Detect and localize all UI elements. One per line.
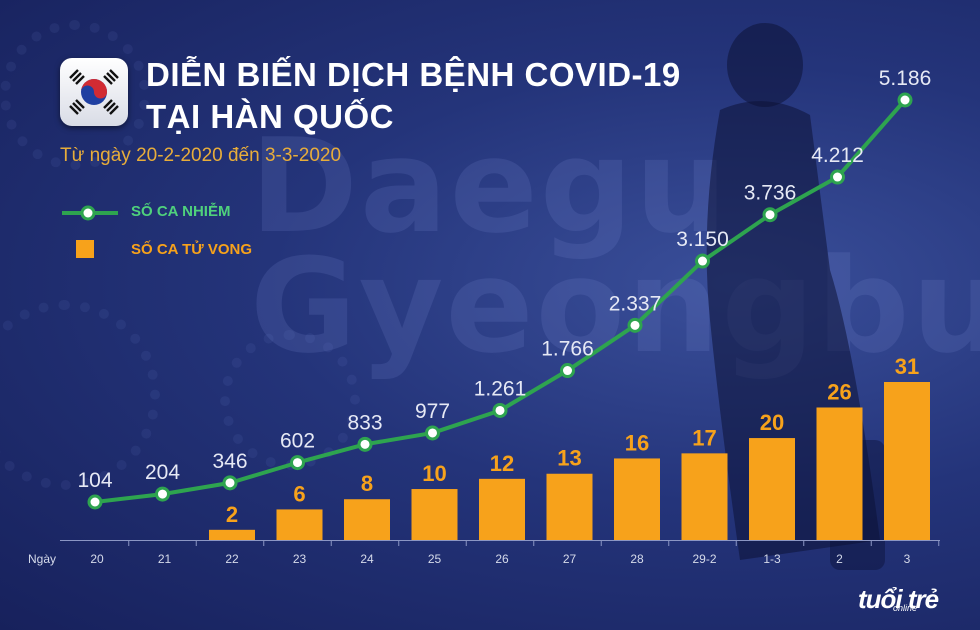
cases-point [290, 455, 305, 471]
brand-logo: tuổi trẻ [858, 584, 939, 614]
x-tick-label: 29-2 [692, 552, 716, 566]
cases-point-label: 3.736 [744, 182, 797, 205]
x-tick-label: 1-3 [763, 552, 781, 566]
x-tick-label: 3 [904, 552, 911, 566]
legend-deaths-label: SỐ CA TỬ VONG [131, 241, 253, 258]
death-bar-label: 16 [625, 430, 649, 455]
cases-point-label: 977 [415, 400, 450, 423]
background-text-daegu: Daegu [250, 110, 730, 262]
death-bar-label: 2 [226, 502, 238, 527]
death-bar-label: 26 [827, 379, 851, 404]
virus-illustration-icon [0, 300, 160, 490]
cases-point-label: 602 [280, 430, 315, 453]
cases-point-label: 346 [212, 450, 247, 473]
cases-point-label: 3.150 [676, 228, 729, 251]
death-bar-label: 8 [361, 471, 373, 496]
x-axis-label: Ngày [28, 552, 56, 566]
death-bar-label: 13 [557, 446, 581, 471]
cases-point-label: 4.212 [811, 144, 864, 167]
legend-line-icon [62, 205, 118, 221]
cases-point-label: 1.261 [474, 377, 527, 400]
x-tick-label: 26 [495, 552, 509, 566]
legend-deaths-swatch [76, 240, 94, 258]
x-tick-label: 21 [158, 552, 172, 566]
death-bar [749, 438, 795, 540]
x-tick-label: 28 [630, 552, 644, 566]
death-bar-label: 31 [895, 354, 919, 379]
death-bar-label: 12 [490, 451, 514, 476]
cases-point [357, 436, 373, 452]
death-bar [411, 489, 458, 540]
death-bar [276, 509, 323, 540]
x-tick-label: 23 [293, 552, 307, 566]
death-bar [209, 529, 255, 540]
x-tick-label: 20 [90, 552, 104, 566]
x-tick-label: 2 [836, 552, 843, 566]
cases-point-label: 2.337 [609, 292, 662, 315]
cases-point-label: 833 [347, 411, 382, 434]
cases-point [627, 317, 643, 333]
death-bar [344, 499, 390, 540]
cases-point [155, 486, 170, 502]
cases-point [560, 363, 575, 379]
death-bar [884, 382, 930, 540]
death-bar-label: 10 [422, 461, 446, 486]
cases-point [762, 207, 778, 223]
death-bar [546, 473, 593, 540]
cases-point-label: 204 [145, 461, 180, 484]
death-bar-label: 6 [293, 481, 305, 506]
cases-point [222, 475, 238, 491]
brand-logo-sub: online [893, 603, 918, 613]
x-tick-label: 22 [225, 552, 239, 566]
x-tick-label: 27 [563, 552, 577, 566]
background-text-gyeongbu: Gyeongbu [250, 230, 980, 382]
death-bar [681, 453, 728, 540]
x-tick-label: 24 [360, 552, 374, 566]
cases-point [695, 253, 710, 269]
death-bar-label: 17 [692, 425, 716, 450]
korea-flag-icon [60, 58, 128, 126]
cases-point [87, 494, 103, 510]
cases-point [897, 92, 913, 108]
cases-point-label: 1.766 [541, 338, 594, 361]
death-bar [614, 458, 660, 540]
cases-point-label: 104 [77, 469, 112, 492]
x-tick-label: 25 [428, 552, 442, 566]
cases-point [492, 402, 508, 418]
title-line-1: DIỄN BIẾN DỊCH BỆNH COVID-19 [146, 56, 681, 93]
death-bar [479, 478, 525, 540]
cases-point [830, 169, 845, 185]
death-bar [816, 407, 863, 540]
legend-cases-label: SỐ CA NHIỄM [131, 203, 231, 220]
subtitle-date-range: Từ ngày 20-2-2020 đến 3-3-2020 [60, 145, 342, 166]
cases-point [425, 425, 440, 441]
cases-point-label: 5.186 [879, 67, 932, 90]
death-bar-label: 20 [760, 410, 784, 435]
virus-illustration-icon [0, 20, 150, 170]
title-line-2: TẠI HÀN QUỐC [146, 98, 394, 135]
